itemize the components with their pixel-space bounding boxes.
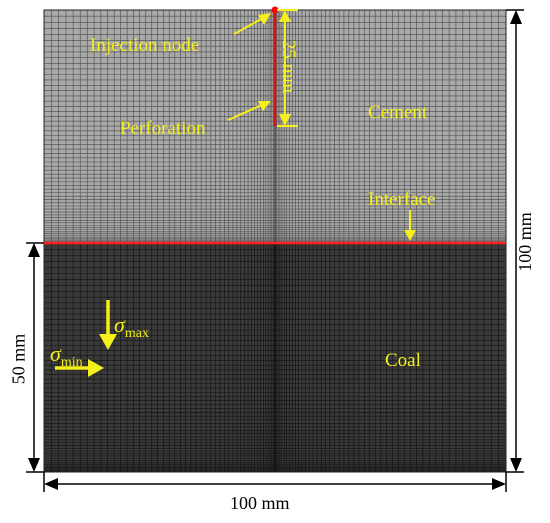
perforation-length-label: 25 mm [278, 39, 300, 94]
coal-label: Coal [385, 350, 421, 371]
perforation-label: Perforation [120, 118, 206, 139]
stress-min-arrow [55, 359, 104, 377]
sigma-min-subscript: min [60, 355, 83, 370]
sigma-max-subscript: max [124, 326, 149, 341]
width-dimension-label: 100 mm [230, 493, 290, 513]
coal-height-dimension-label: 50 mm [8, 333, 29, 385]
sigma-min-label: σmin [50, 343, 83, 370]
injection-node-label: Injection node [90, 35, 200, 56]
sigma-max-label: σmax [114, 314, 149, 341]
width-dimension [43, 472, 507, 492]
stress-max-arrow [99, 300, 117, 350]
interface-label: Interface [368, 189, 436, 210]
coal-mesh [43, 242, 507, 473]
sigma-max-symbol: σ [114, 312, 125, 337]
cement-label: Cement [368, 102, 428, 123]
coal-height-dimension [26, 242, 44, 473]
height-dimension [506, 9, 524, 473]
sigma-min-symbol: σ [50, 341, 61, 366]
interface-arrow [404, 210, 416, 241]
height-dimension-label: 100 mm [514, 212, 535, 272]
perforation-arrow [227, 101, 271, 121]
perforation-length-dimension [277, 9, 298, 127]
injection-node-arrow [233, 13, 271, 35]
injection-node-marker [271, 6, 279, 14]
